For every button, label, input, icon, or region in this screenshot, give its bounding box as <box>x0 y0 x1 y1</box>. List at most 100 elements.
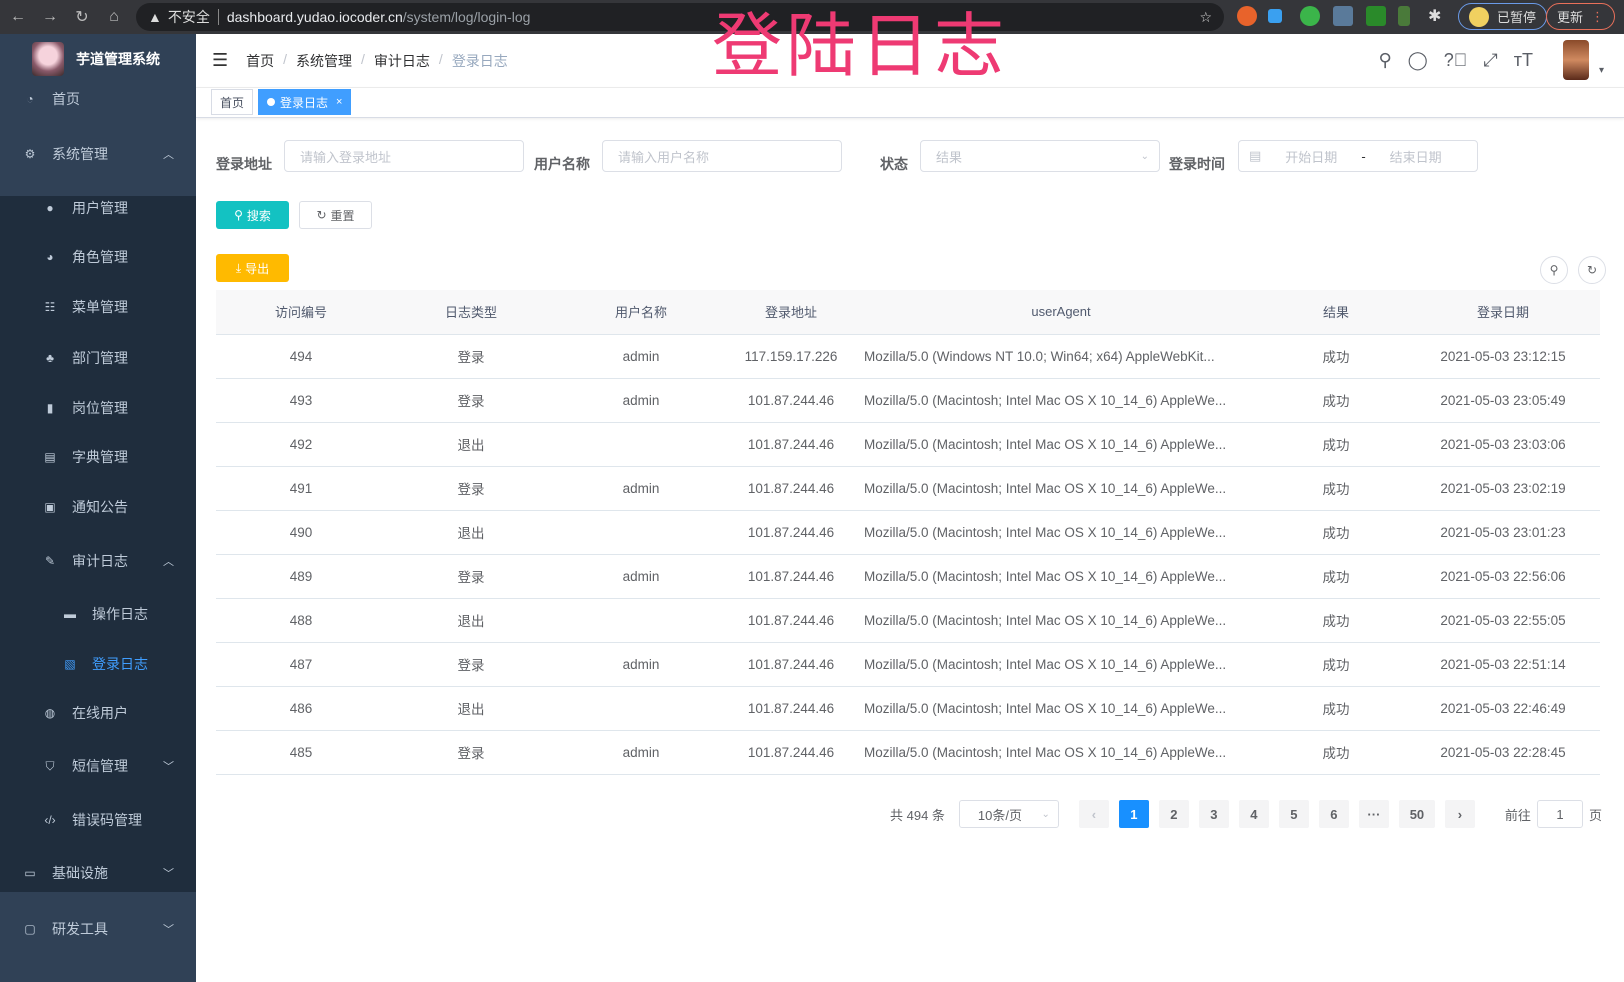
extension-icon[interactable] <box>1300 6 1320 26</box>
sidebar-item[interactable]: ‹/› 错误码管理 <box>0 800 196 840</box>
prev-page-button[interactable]: ‹ <box>1078 800 1109 828</box>
next-page-button[interactable]: › <box>1444 800 1475 828</box>
breadcrumb-item[interactable]: 审计日志 <box>373 52 430 69</box>
table-row[interactable]: 489 登录 admin 101.87.244.46 Mozilla/5.0 (Maci… <box>216 554 1600 599</box>
help-icon[interactable]: ?⃝ <box>1443 49 1468 70</box>
hamburger-icon[interactable]: ☰ <box>212 50 229 70</box>
table-cell: 101.87.244.46 <box>726 466 856 511</box>
column-header[interactable]: 登录日期 <box>1406 290 1600 335</box>
font-size-icon[interactable]: ᴛT <box>1513 49 1533 70</box>
end-date-input[interactable]: 结束日期 <box>1389 149 1442 165</box>
sidebar-item[interactable]: ▣ 通知公告 <box>0 487 196 527</box>
sidebar-item[interactable]: ▭ 基础设施 ﹀ <box>0 853 196 893</box>
sidebar-item[interactable]: ✎ 审计日志 ︿ <box>0 541 196 581</box>
extension-icon[interactable] <box>1268 9 1282 23</box>
sidebar-item[interactable]: ▧ 登录日志 <box>0 644 196 684</box>
table-cell: 登录 <box>386 642 556 687</box>
column-header[interactable]: 登录地址 <box>726 290 856 335</box>
column-header[interactable]: 访问编号 <box>216 290 386 335</box>
user-icon: ● <box>46 201 54 215</box>
sidebar-item[interactable]: ◍ 在线用户 <box>0 693 196 733</box>
home-icon[interactable]: ⌂ <box>109 8 119 25</box>
table-row[interactable]: 492 退出 101.87.244.46 Mozilla/5.0 (Macintosh… <box>216 422 1600 467</box>
caret-down-icon[interactable]: ▾ <box>1598 64 1604 76</box>
sidebar-item-label: 菜单管理 <box>72 299 128 315</box>
puzzle-icon[interactable]: ✱ <box>1428 8 1442 25</box>
url-path: /system/log/login-log <box>402 9 531 25</box>
sidebar-item-label: 短信管理 <box>72 758 128 774</box>
table-cell: 2021-05-03 22:56:06 <box>1406 554 1600 599</box>
refresh-icon: ↻ <box>1586 263 1598 277</box>
start-date-input[interactable]: 开始日期 <box>1285 149 1338 165</box>
tab-login-log[interactable]: 登录日志 × <box>258 89 352 115</box>
sidebar-item[interactable]: ● 用户管理 <box>0 188 196 228</box>
table-row[interactable]: 494 登录 admin 117.159.17.226 Mozilla/5.0 (Win… <box>216 334 1600 379</box>
update-button[interactable]: 更新 ⋮ <box>1546 3 1616 30</box>
address-bar[interactable]: ▲ 不安全 dashboard.yudao.iocoder.cn/system/… <box>136 3 1224 31</box>
avatar[interactable] <box>1562 40 1589 80</box>
page-button[interactable]: 4 <box>1238 800 1269 828</box>
forward-icon[interactable]: → <box>42 8 58 25</box>
breadcrumb-item[interactable]: 首页 <box>246 52 275 69</box>
back-icon[interactable]: ← <box>10 8 26 25</box>
sidebar-item[interactable]: ☷ 菜单管理 <box>0 287 196 327</box>
profile-button[interactable]: 已暂停 <box>1458 3 1548 30</box>
column-header[interactable]: 结果 <box>1266 290 1406 335</box>
table-row[interactable]: 485 登录 admin 101.87.244.46 Mozilla/5.0 (Maci… <box>216 730 1600 775</box>
sidebar-item[interactable]: ▤ 字典管理 <box>0 437 196 477</box>
table-cell: 登录 <box>386 554 556 599</box>
table-row[interactable]: 487 登录 admin 101.87.244.46 Mozilla/5.0 (Maci… <box>216 642 1600 687</box>
table-cell: 486 <box>216 686 386 731</box>
bookmark-star-icon[interactable]: ☆ <box>1199 8 1212 25</box>
table-row[interactable]: 493 登录 admin 101.87.244.46 Mozilla/5.0 (Maci… <box>216 378 1600 423</box>
search-icon[interactable]: ⚲ <box>1378 49 1392 70</box>
table-row[interactable]: 488 退出 101.87.244.46 Mozilla/5.0 (Macintosh… <box>216 598 1600 643</box>
extension-icon[interactable] <box>1366 6 1386 26</box>
page-button[interactable]: 2 <box>1158 800 1189 828</box>
page-button[interactable]: 5 <box>1278 800 1309 828</box>
status-select[interactable]: 结果 ⌄ <box>920 140 1160 172</box>
page-button[interactable]: ··· <box>1358 800 1389 828</box>
sidebar-item[interactable]: ◕ 角色管理 <box>0 237 196 277</box>
reset-button[interactable]: ↻ 重置 <box>299 201 372 229</box>
extension-icon[interactable] <box>1398 6 1410 26</box>
chevron-up-icon: ︿ <box>163 556 174 568</box>
page-size-select[interactable]: 10条/页 ⌄ <box>958 800 1059 828</box>
close-icon[interactable]: × <box>336 96 343 108</box>
sidebar-item[interactable]: ▮ 岗位管理 <box>0 388 196 428</box>
sidebar-item[interactable]: ◔ 首页 <box>0 79 196 119</box>
table-row[interactable]: 490 退出 101.87.244.46 Mozilla/5.0 (Macintosh… <box>216 510 1600 555</box>
github-icon[interactable]: ◯ <box>1407 49 1428 70</box>
date-range-picker[interactable]: ▤ 开始日期 - 结束日期 <box>1238 140 1478 172</box>
column-header[interactable]: 用户名称 <box>556 290 726 335</box>
sidebar-item[interactable]: ▬ 操作日志 <box>0 594 196 634</box>
username-input[interactable]: 请输入用户名称 <box>602 140 842 172</box>
breadcrumb-item[interactable]: 系统管理 <box>296 52 353 69</box>
sidebar-item-label: 字典管理 <box>72 449 128 465</box>
sidebar-item[interactable]: ♣ 部门管理 <box>0 338 196 378</box>
sidebar-item[interactable]: ▢ 研发工具 ﹀ <box>0 909 196 949</box>
sidebar-item-label: 研发工具 <box>52 921 108 937</box>
search-button[interactable]: ⚲ 搜索 <box>216 201 289 229</box>
extension-icon[interactable] <box>1237 6 1257 26</box>
reload-icon[interactable]: ↻ <box>75 9 89 26</box>
sidebar-item[interactable]: ⚙ 系统管理 ︿ <box>0 134 196 174</box>
column-header[interactable]: 日志类型 <box>386 290 556 335</box>
table-row[interactable]: 491 登录 admin 101.87.244.46 Mozilla/5.0 (Maci… <box>216 466 1600 511</box>
extension-icon[interactable] <box>1333 6 1353 26</box>
fullscreen-icon[interactable]: ⤢ <box>1483 49 1498 70</box>
goto-page-input[interactable]: 1 <box>1536 800 1583 828</box>
sidebar-item[interactable]: ⛉ 短信管理 ﹀ <box>0 746 196 786</box>
page-button[interactable]: 3 <box>1198 800 1229 828</box>
page-button[interactable]: 50 <box>1398 800 1435 828</box>
table-row[interactable]: 486 退出 101.87.244.46 Mozilla/5.0 (Macintosh… <box>216 686 1600 731</box>
page-button[interactable]: 1 <box>1118 800 1149 828</box>
export-button[interactable]: ⤓ 导出 <box>216 254 289 282</box>
page-button[interactable]: 6 <box>1318 800 1349 828</box>
column-header[interactable]: userAgent <box>856 290 1266 335</box>
tab-home[interactable]: 首页 <box>211 89 254 115</box>
sidebar-logo[interactable]: 芋道管理系统 <box>32 42 160 76</box>
address-input[interactable]: 请输入登录地址 <box>284 140 524 172</box>
toggle-search-button[interactable]: ⚲ <box>1540 256 1568 284</box>
refresh-button[interactable]: ↻ <box>1578 256 1606 284</box>
